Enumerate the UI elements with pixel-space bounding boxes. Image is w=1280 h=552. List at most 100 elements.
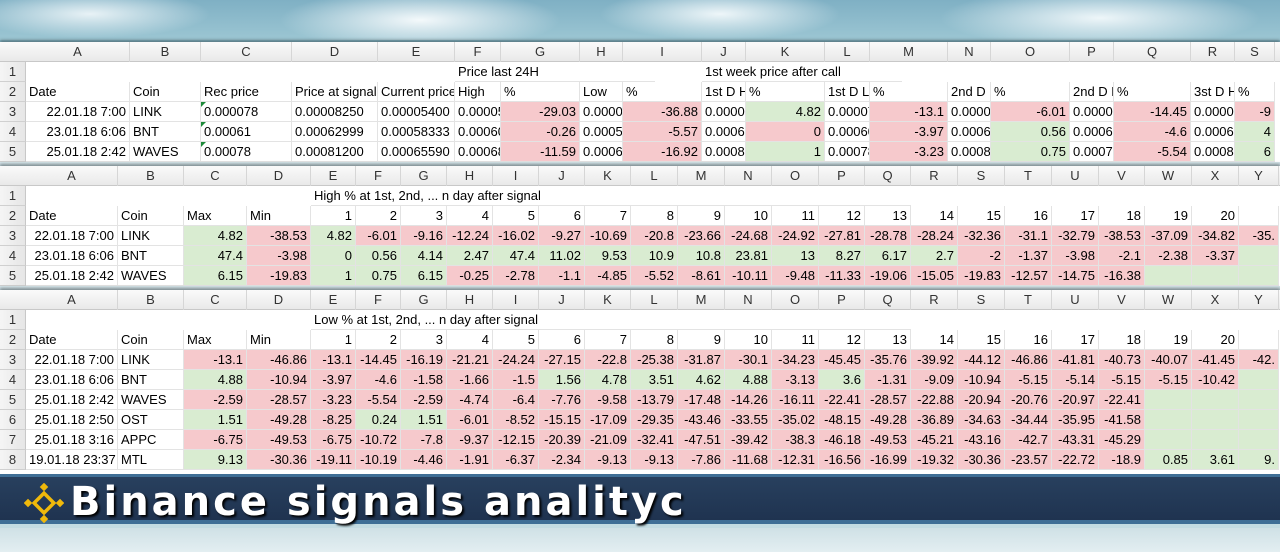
row-label-cell[interactable]: 22.01.18 7:00 [26,226,118,246]
data-cell[interactable]: -20.97 [1052,390,1099,410]
data-cell[interactable]: -20.94 [958,390,1005,410]
table-header[interactable]: Rec price [201,82,292,102]
data-cell[interactable]: 0.75 [356,266,401,286]
data-cell[interactable]: -22.88 [911,390,958,410]
data-cell[interactable]: 0.00062999 [702,122,746,142]
table-header[interactable]: 9 [678,206,725,226]
table-header[interactable]: 14 [911,330,958,350]
row-label-cell[interactable]: 22.01.18 7:00 [26,102,130,122]
data-cell[interactable]: -49.28 [247,410,311,430]
data-cell[interactable]: 0.00008648 [702,102,746,122]
data-cell[interactable]: -49.53 [247,430,311,450]
table-header[interactable]: Coin [130,82,201,102]
table-header[interactable]: % [1235,82,1275,102]
data-cell[interactable]: -4.46 [401,450,447,470]
data-cell[interactable]: 0.75 [991,142,1070,162]
data-cell[interactable]: 0.85 [1145,450,1192,470]
data-cell[interactable]: -17.09 [585,410,631,430]
data-cell[interactable] [1192,390,1239,410]
column-header[interactable]: C [184,166,247,186]
column-header[interactable]: E [311,290,356,310]
table-header[interactable]: 3 [401,330,447,350]
data-cell[interactable]: -16.19 [401,350,447,370]
column-header[interactable]: L [825,42,870,62]
data-cell[interactable]: 47.4 [184,246,247,266]
row-label-cell[interactable]: APPC [118,430,184,450]
data-cell[interactable]: -1.31 [865,370,911,390]
data-cell[interactable]: -36.89 [911,410,958,430]
table-header[interactable]: 16 [1005,330,1052,350]
row-header[interactable]: 2 [0,82,26,102]
data-cell[interactable]: -38.53 [1099,226,1145,246]
table-header[interactable]: 11 [772,206,819,226]
column-header[interactable]: Q [865,290,911,310]
column-header[interactable]: U [1052,290,1099,310]
spreadsheet-low-percent[interactable]: A B C D E F G H I J K L M N O P Q R S T U V W X Y 1 2 3 4 5 6 7 8 Low % a… [0,290,1280,476]
row-header[interactable]: 8 [0,450,26,470]
table-header[interactable]: 19 [1145,206,1192,226]
row-label-cell[interactable]: LINK [118,226,184,246]
data-cell[interactable]: -28.24 [911,226,958,246]
data-cell[interactable]: -33.55 [725,410,772,430]
data-cell[interactable]: 4.14 [401,246,447,266]
data-cell[interactable]: -8.25 [311,410,356,430]
data-cell[interactable]: -20.39 [539,430,585,450]
row-label-cell[interactable]: WAVES [118,266,184,286]
column-header[interactable]: E [378,42,455,62]
column-header[interactable]: P [1070,42,1114,62]
section-title[interactable]: 1st week price after call [702,62,902,82]
data-cell[interactable]: -24.24 [493,350,539,370]
data-cell[interactable]: -41.81 [1052,350,1099,370]
table-header[interactable]: 18 [1099,330,1145,350]
data-cell[interactable]: -20.76 [1005,390,1052,410]
column-header[interactable]: G [501,42,580,62]
data-cell[interactable]: 0.00078580 [825,142,870,162]
data-cell[interactable] [1145,266,1192,286]
data-cell[interactable] [1239,390,1279,410]
data-cell[interactable]: -11.68 [725,450,772,470]
data-cell[interactable]: -0.26 [501,122,580,142]
table-header[interactable]: 7 [585,330,631,350]
row-label-cell[interactable]: WAVES [118,390,184,410]
column-header[interactable]: J [702,42,746,62]
data-cell[interactable]: 1 [311,266,356,286]
data-cell[interactable]: -34.44 [1005,410,1052,430]
data-cell[interactable]: 11.02 [539,246,585,266]
data-cell[interactable]: -9.13 [585,450,631,470]
table-header[interactable]: Max [184,206,247,226]
data-cell[interactable]: -2.59 [184,390,247,410]
data-cell[interactable]: -14.75 [1052,266,1099,286]
data-cell[interactable]: 0.000078 [201,102,292,122]
row-header[interactable]: 1 [0,62,26,82]
data-cell[interactable]: -43.31 [1052,430,1099,450]
data-cell[interactable]: 1.51 [401,410,447,430]
table-header[interactable]: 13 [865,206,911,226]
data-cell[interactable]: -3.37 [1192,246,1239,266]
row-label-cell[interactable]: 25.01.18 2:50 [26,410,118,430]
data-cell[interactable]: -5.54 [356,390,401,410]
column-header[interactable]: G [401,166,447,186]
row-header[interactable]: 5 [0,266,26,286]
data-cell[interactable]: -31.87 [678,350,725,370]
row-header[interactable]: 4 [0,246,26,266]
column-header[interactable]: X [1192,290,1239,310]
table-header[interactable]: % [991,82,1070,102]
column-header[interactable]: S [1235,42,1275,62]
data-cell[interactable]: -11.59 [501,142,580,162]
column-header[interactable]: F [356,290,401,310]
data-cell[interactable]: -1.37 [1005,246,1052,266]
data-cell[interactable]: -14.26 [725,390,772,410]
data-cell[interactable]: 0.00007494 [1191,102,1235,122]
data-cell[interactable]: -4.6 [1114,122,1191,142]
table-header[interactable]: Min [247,206,311,226]
column-header[interactable]: R [911,290,958,310]
column-header[interactable]: M [678,166,725,186]
table-header[interactable]: 4 [447,206,493,226]
data-cell[interactable]: -2.38 [1145,246,1192,266]
column-header[interactable]: W [1145,166,1192,186]
data-cell[interactable]: 1.56 [539,370,585,390]
column-header[interactable]: Y [1239,290,1279,310]
data-cell[interactable]: -27.81 [819,226,865,246]
column-header[interactable]: N [725,166,772,186]
table-header[interactable]: 20 [1192,330,1239,350]
